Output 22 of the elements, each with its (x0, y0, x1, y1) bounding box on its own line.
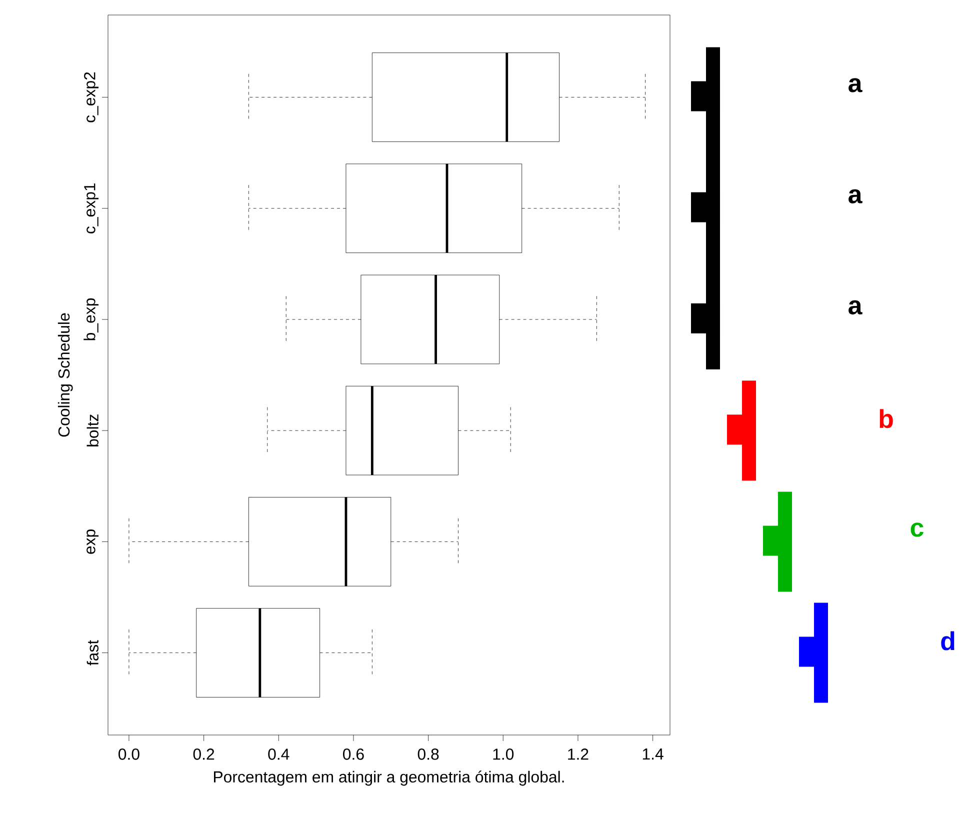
x-tick-label: 0.2 (193, 748, 214, 760)
text: c (910, 522, 924, 537)
y-tick-label: c_exp2 (84, 72, 98, 122)
x-axis-title: Porcentagem em atingir a geometria ótima global. (214, 770, 564, 786)
text: a (848, 189, 862, 204)
text: d (941, 631, 954, 650)
y-tick-label: exp (86, 530, 98, 554)
y-tick-label: boltz (86, 414, 98, 446)
x-tick-label: 0.4 (268, 748, 290, 760)
x-tick-label: 1.0 (493, 748, 514, 760)
x-tick-label: 0.6 (343, 748, 364, 760)
text: a (848, 300, 862, 314)
text: b (880, 409, 893, 428)
y-axis-title: Cooling Schedule (58, 313, 73, 437)
y-tick-label: b_exp (84, 298, 98, 340)
y-tick-label: fast (86, 640, 98, 666)
x-tick-label: 1.4 (642, 748, 664, 760)
x-tick-label: 0.0 (118, 748, 140, 760)
x-tick-label: 0.8 (418, 748, 439, 760)
x-tick-label: 1.2 (568, 748, 588, 760)
text: a (848, 78, 862, 92)
y-tick-label: c_exp1 (84, 183, 98, 234)
